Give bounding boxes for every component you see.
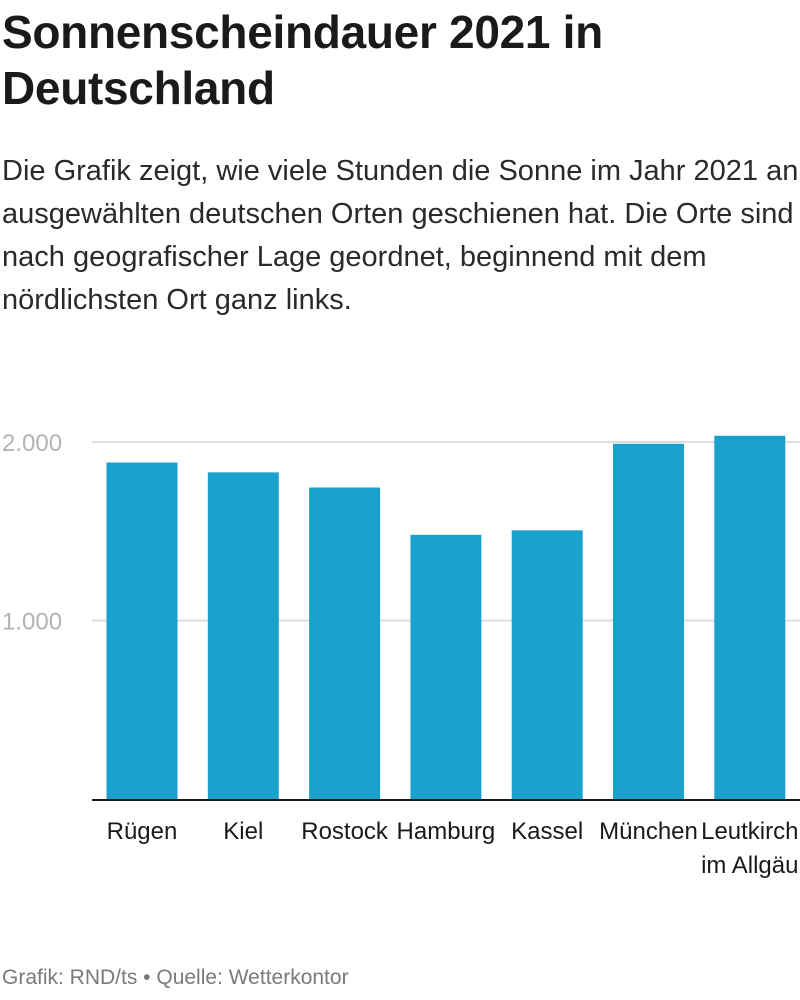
bars [106,435,786,799]
category-labels: Rügen Kiel Rostock Hamburg Kassel München Leut… [107,818,799,879]
category-label: Kassel [511,818,583,845]
category-label: München [599,818,698,845]
bar [207,472,279,799]
category-label: Rostock [301,818,389,845]
y-tick-label: 1.000 [2,609,62,636]
chart-subtitle: Die Grafik zeigt, wie viele Stunden die … [2,155,799,316]
chart-title: Sonnenscheindauer 2021 in Deutschland [2,6,603,114]
source-credit: Grafik: RND/ts • Quelle: Wetterkontor [2,966,349,989]
y-tick-label: 2.000 [2,430,62,457]
category-label: Kiel [223,818,263,845]
bar [511,530,583,799]
bar [410,534,482,799]
category-label: Leutkirch im Allgäu [701,818,798,879]
bar [106,462,178,799]
bar [309,487,381,799]
bar [714,435,786,799]
bar [613,443,684,799]
category-label: Rügen [107,818,178,845]
category-label: Hamburg [397,818,496,845]
bar-chart: 1.000 2.000 Rügen Kiel Rostock Hamburg Kassel… [2,430,800,879]
